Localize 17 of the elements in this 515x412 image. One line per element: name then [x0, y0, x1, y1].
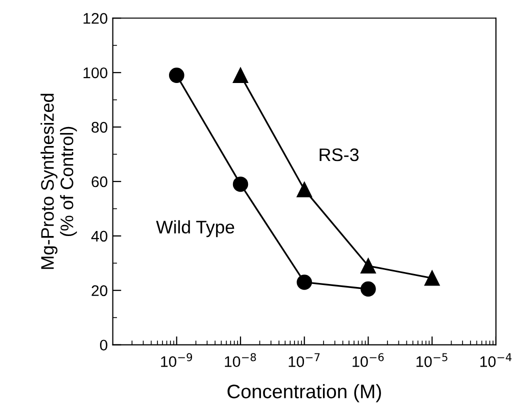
x-tick-label: 10$^{−8}$	[224, 353, 256, 368]
y-tick-label: 20	[92, 285, 108, 296]
y-tick-label: 120	[84, 12, 108, 24]
y-tick-label: 60	[92, 176, 108, 188]
y-tick-label: 40	[91, 230, 108, 242]
x-tick-label: 10$^{−5}$	[416, 353, 448, 368]
x-axis-title: Concentration (M)	[228, 384, 381, 402]
y-tick-label: 80	[92, 122, 108, 133]
x-tick-label: 10$^{−7}$	[288, 353, 320, 368]
x-tick-label: 10$^{−6}$	[352, 353, 384, 368]
y-tick-label: 100	[84, 67, 108, 78]
series-label: RS-3	[320, 148, 359, 162]
x-tick-label: 10$^{−4}$	[480, 353, 512, 368]
x-tick-label: 10$^{−9}$	[161, 353, 192, 368]
y-tick-label: 0	[100, 340, 108, 351]
series-label: Wild Type	[156, 220, 234, 238]
y-axis-title: Mg-Proto Synthesized (% of Control)	[40, 94, 77, 269]
